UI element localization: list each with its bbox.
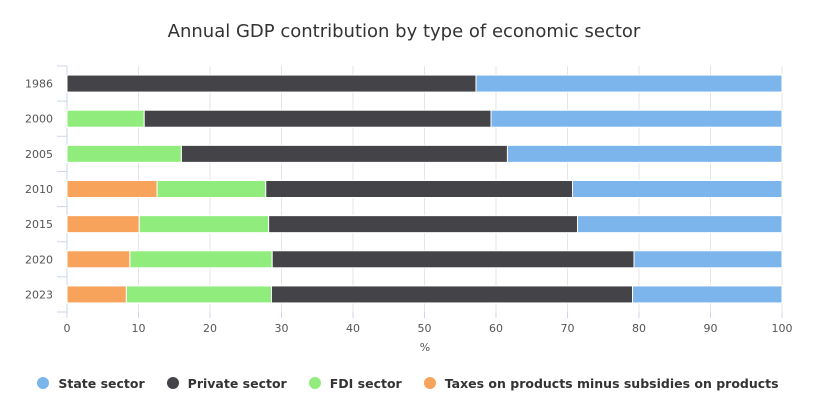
bar-private-2023[interactable] [270,285,634,304]
legend: State sector Private sector FDI sector Taxe… [0,372,816,394]
bar-state-2020[interactable] [633,250,783,269]
legend-item[interactable]: Taxes on products minus subsidies on pro… [423,375,779,391]
bar-fdi-2020[interactable] [129,250,273,269]
bar-taxes-2020[interactable] [66,250,131,269]
bar-state-2005[interactable] [506,144,783,163]
bar-state-2015[interactable] [577,215,783,234]
x-tick-label: 10 [132,322,146,335]
legend-item[interactable]: Private sector [166,375,287,391]
bar-private-2015[interactable] [268,215,579,234]
legend-marker-icon [166,377,179,389]
bar-fdi-2000[interactable] [66,109,145,128]
bar-state-2023[interactable] [632,285,783,304]
bar-fdi-2005[interactable] [66,144,182,163]
y-category-label: 2023 [25,288,53,301]
bar-state-2000[interactable] [490,109,783,128]
x-axis-ticks: 0 10 20 30 40 50 60 70 80 90 100 [64,312,793,335]
legend-label: Taxes on products minus subsidies on pro… [444,375,779,391]
legend-label: FDI sector [329,375,402,391]
x-tick-label: 20 [203,322,217,335]
bar-taxes-2010[interactable] [66,180,158,198]
x-tick-label: 100 [772,322,793,335]
bar-fdi-2010[interactable] [156,180,267,198]
y-category-label: 2010 [25,183,53,196]
legend-marker-icon [423,377,436,389]
x-tick-label: 30 [275,322,289,335]
bar-taxes-2015[interactable] [66,215,140,234]
legend-item[interactable]: State sector [37,375,145,391]
y-category-label: 2015 [25,218,53,231]
bar-private-2010[interactable] [265,180,574,198]
bar-taxes-2023[interactable] [66,285,127,304]
bar-private-2005[interactable] [180,144,508,163]
bar-fdi-2023[interactable] [125,285,272,304]
x-tick-label: 0 [64,322,71,335]
y-category-label: 1986 [25,78,53,91]
bar-state-1986[interactable] [475,74,783,93]
x-tick-label: 70 [561,322,575,335]
bars [66,74,783,304]
legend-marker-icon [308,377,321,389]
legend-marker-icon [37,377,50,389]
y-category-label: 2020 [25,253,53,266]
y-category-label: 2005 [25,148,53,161]
bar-fdi-2015[interactable] [138,215,270,234]
bar-private-2000[interactable] [143,109,492,128]
x-tick-label: 50 [418,322,432,335]
legend-item[interactable]: FDI sector [308,375,402,391]
x-axis-title: % [420,341,430,354]
legend-label: Private sector [187,375,287,391]
y-category-label: 2000 [25,113,53,126]
x-tick-label: 60 [489,322,503,335]
x-tick-label: 80 [632,322,646,335]
x-tick-label: 40 [346,322,360,335]
bar-private-1986[interactable] [66,74,477,93]
x-tick-label: 90 [704,322,718,335]
bar-private-2020[interactable] [271,250,635,269]
legend-label: State sector [58,375,145,391]
chart-title: Annual GDP contribution by type of econo… [168,21,641,42]
y-axis-labels: 1986 2000 2005 2010 2015 2020 2023 [25,78,53,302]
bar-state-2010[interactable] [572,180,783,198]
